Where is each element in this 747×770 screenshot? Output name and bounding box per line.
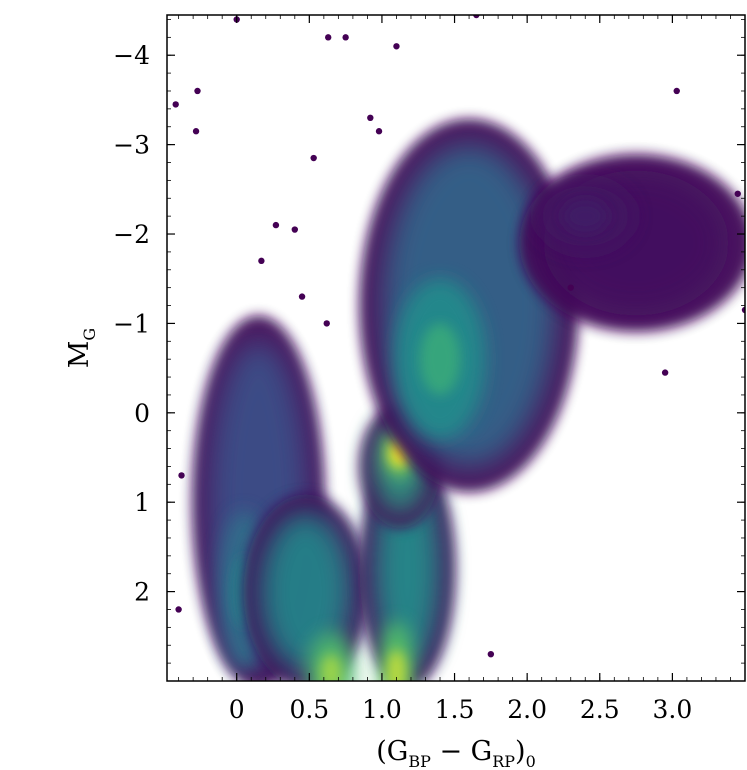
outlier-point bbox=[734, 190, 741, 197]
x-axis-label-sub-rp: RP bbox=[492, 752, 515, 770]
plot-frame bbox=[166, 14, 746, 682]
outlier-point bbox=[473, 15, 480, 19]
outlier-point bbox=[393, 43, 400, 50]
x-tick-label: 1.0 bbox=[362, 695, 402, 724]
y-tick-label: −2 bbox=[113, 220, 150, 249]
x-axis-label-minus: − G bbox=[431, 736, 492, 767]
outlier-point bbox=[291, 226, 298, 233]
outlier-point bbox=[487, 650, 495, 658]
y-tick-label: −1 bbox=[113, 309, 150, 338]
x-axis-label: (GBP − GRP)0 bbox=[376, 736, 536, 770]
y-tick-label: −3 bbox=[113, 131, 150, 160]
x-axis-label-sub-bp: BP bbox=[408, 752, 431, 770]
x-axis-label-sub-0: 0 bbox=[526, 752, 536, 770]
y-tick-label: 1 bbox=[134, 488, 150, 517]
x-tick-label: 2.5 bbox=[580, 695, 620, 724]
density-layer bbox=[192, 118, 745, 681]
y-tick-label: −4 bbox=[113, 41, 150, 70]
outlier-point bbox=[741, 306, 745, 314]
density-region-main-sequence-left bbox=[243, 494, 369, 681]
outlier-point bbox=[325, 34, 332, 41]
y-tick-label: 0 bbox=[134, 399, 150, 428]
outlier-points bbox=[172, 15, 745, 658]
density-region-red-clump bbox=[359, 404, 441, 529]
outlier-point bbox=[178, 472, 185, 479]
density-region-red-giant-branch bbox=[359, 118, 579, 493]
y-axis-label: MG bbox=[64, 328, 99, 368]
outlier-point bbox=[375, 128, 383, 135]
density-region-supergiant-tail bbox=[519, 154, 745, 332]
y-axis-ticks: −4 −3 −2 −1 0 1 2 bbox=[113, 19, 745, 664]
outlier-point bbox=[172, 101, 179, 108]
outlier-point bbox=[661, 369, 669, 376]
y-tick-label: 2 bbox=[134, 578, 150, 607]
outlier-point bbox=[192, 128, 200, 135]
outlier-point bbox=[323, 320, 330, 327]
outlier-point bbox=[310, 154, 317, 162]
x-tick-label: 0.5 bbox=[289, 695, 329, 724]
outlier-point bbox=[673, 87, 680, 95]
outlier-point bbox=[298, 293, 306, 300]
outlier-point bbox=[342, 34, 349, 41]
outlier-point bbox=[367, 114, 374, 122]
x-tick-label: 3.0 bbox=[653, 695, 693, 724]
x-tick-label: 2.0 bbox=[507, 695, 547, 724]
outlier-point bbox=[194, 87, 201, 95]
x-tick-label: 1.5 bbox=[435, 695, 475, 724]
outlier-point bbox=[567, 284, 574, 291]
x-axis-ticks: 0 0.5 1.0 1.5 2.0 2.5 3.0 bbox=[178, 15, 746, 724]
y-axis-label-sub: G bbox=[80, 328, 99, 341]
outlier-point bbox=[258, 257, 265, 265]
outlier-point bbox=[272, 221, 280, 229]
x-tick-label: 0 bbox=[229, 695, 245, 724]
x-axis-label-close: ) bbox=[515, 736, 526, 767]
outlier-point bbox=[175, 606, 182, 613]
y-axis-label-main: M bbox=[64, 341, 95, 369]
x-axis-label-main: (G bbox=[376, 736, 408, 767]
